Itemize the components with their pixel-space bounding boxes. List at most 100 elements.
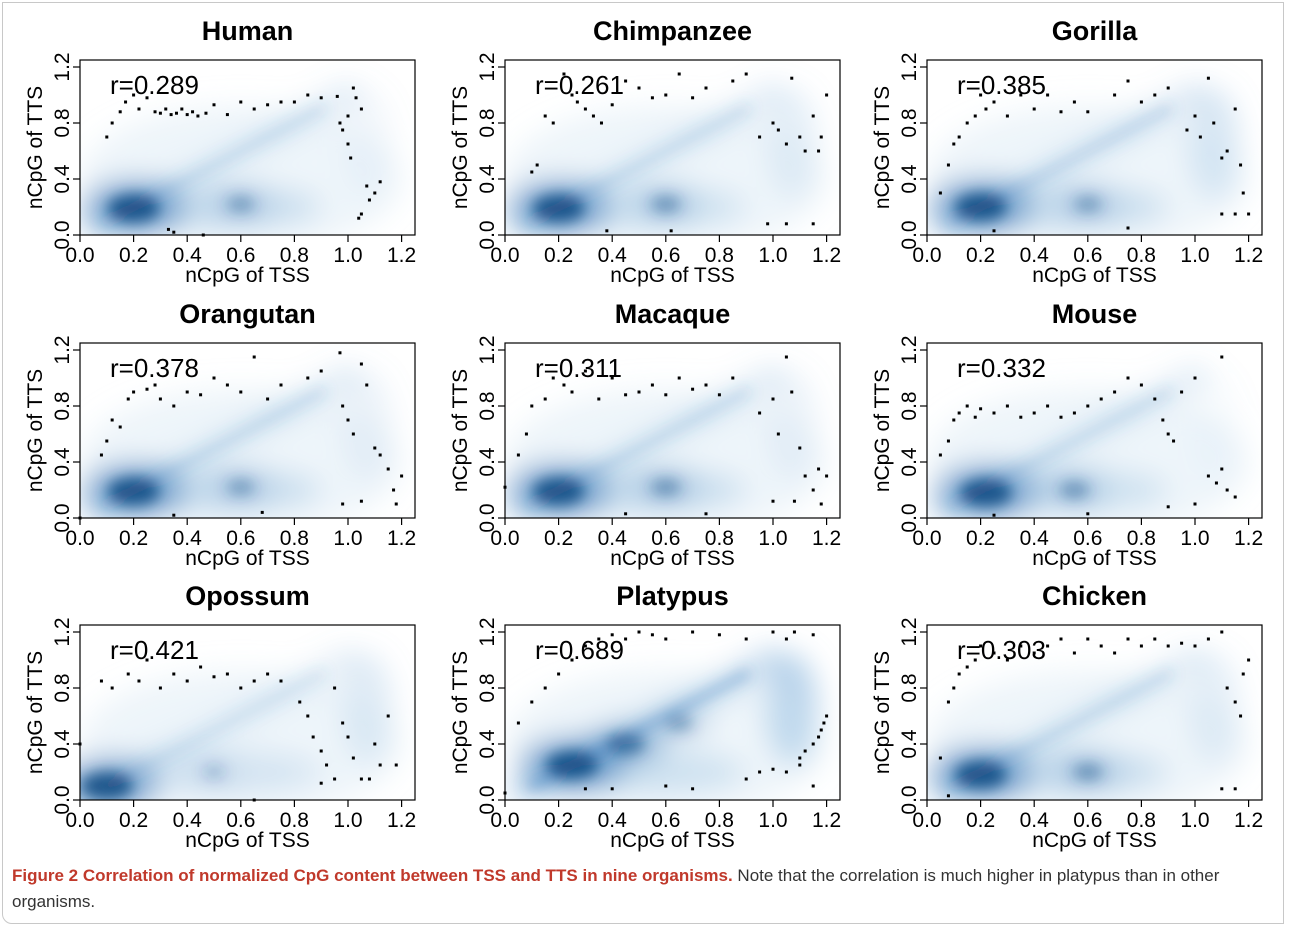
outlier-point (798, 446, 802, 450)
y-tick-label: 0.0 (898, 220, 921, 249)
density-layer (80, 60, 415, 235)
y-axis-label: nCpG of TTS (449, 651, 472, 774)
outlier-point (158, 111, 162, 115)
outlier-point (1241, 672, 1245, 676)
outlier-point (1005, 114, 1009, 118)
outlier-point (373, 191, 377, 195)
x-tick-label: 0.0 (65, 809, 94, 832)
outlier-point (992, 411, 996, 415)
outlier-point (1233, 700, 1237, 704)
outlier-point (819, 728, 823, 732)
outlier-point (172, 672, 176, 676)
outlier-point (717, 633, 721, 637)
outlier-point (543, 397, 547, 401)
outlier-point (1072, 411, 1076, 415)
outlier-point (704, 512, 708, 516)
x-tick-label: 0.8 (280, 527, 309, 550)
outlier-point (319, 781, 323, 785)
outlier-point (979, 644, 983, 648)
outlier-point (266, 672, 270, 676)
x-tick-label: 1.2 (1234, 809, 1263, 832)
outlier-point (341, 404, 345, 408)
plot-frame (504, 624, 841, 801)
outlier-point (1220, 630, 1224, 634)
outlier-point (145, 658, 149, 662)
outlier-point (1233, 212, 1237, 216)
outlier-point (204, 111, 208, 115)
outlier-point (817, 467, 821, 471)
x-tick-label: 0.6 (651, 527, 680, 550)
outlier-point (973, 658, 977, 662)
outlier-point (359, 107, 363, 111)
outlier-point (825, 474, 829, 478)
caption-text: Note that the correlation is much higher… (12, 866, 1220, 911)
outlier-point (1247, 212, 1251, 216)
outlier-point (1046, 93, 1050, 97)
outlier-point (260, 510, 264, 514)
density-peak-core (606, 733, 645, 755)
y-tick-label: 0.8 (51, 108, 74, 137)
outlier-point (1206, 474, 1210, 478)
outlier-point (126, 672, 130, 676)
panel-orangutan: Orangutan r=0.378 0.0 0.2 0.4 0.6 0.8 1.0 1.2 0.0… (24, 299, 416, 570)
outlier-point (811, 633, 815, 637)
outlier-point (1153, 637, 1157, 641)
outlier-point (212, 376, 216, 380)
y-tick-label: 1.2 (476, 52, 499, 81)
outlier-point (1166, 505, 1170, 509)
outlier-point (610, 376, 614, 380)
outlier-point (717, 393, 721, 397)
panel-chimpanzee: Chimpanzee r=0.261 0.0 0.2 0.4 0.6 0.8 1.0 1.2 0.… (449, 16, 841, 287)
density-layer (505, 625, 840, 800)
outlier-point (650, 96, 654, 100)
outlier-point (1153, 397, 1157, 401)
panel-chicken: Chicken r=0.303 0.0 0.2 0.4 0.6 0.8 1.0 1.2 0.0 0.… (871, 581, 1263, 852)
x-tick-label: 1.0 (333, 244, 362, 267)
x-tick-label: 0.8 (705, 809, 734, 832)
outlier-point (957, 411, 961, 415)
outlier-point (158, 397, 162, 401)
x-tick-label: 0.2 (119, 244, 148, 267)
correlation-label: r=0.261 (535, 70, 624, 100)
outlier-point (349, 156, 353, 160)
density-layer (505, 343, 840, 518)
outlier-point (784, 355, 788, 359)
outlier-point (394, 763, 398, 767)
x-tick-label: 0.0 (490, 244, 519, 267)
outlier-point (306, 376, 310, 380)
x-tick-label: 1.2 (812, 527, 841, 550)
y-axis-label: nCpG of TTS (871, 651, 894, 774)
outlier-point (325, 763, 329, 767)
outlier-point (704, 86, 708, 90)
outlier-point (1166, 432, 1170, 436)
outlier-point (341, 502, 345, 506)
y-tick-label: 0.8 (476, 673, 499, 702)
outlier-point (1099, 644, 1103, 648)
x-tick-label: 0.2 (544, 809, 573, 832)
density-layer (80, 625, 415, 800)
outlier-point (1099, 397, 1103, 401)
panel-title: Macaque (615, 299, 731, 329)
outlier-point (784, 222, 788, 226)
outlier-point (279, 679, 283, 683)
plot-frame (504, 59, 841, 236)
outlier-point (164, 107, 168, 111)
panel-title: Mouse (1052, 299, 1138, 329)
density-peak-core (226, 196, 255, 213)
outlier-point (351, 756, 355, 760)
x-tick-label: 0.4 (1020, 527, 1050, 550)
x-axis-label: nCpG of TSS (1032, 547, 1157, 570)
outlier-point (1193, 376, 1197, 380)
y-tick-label: 0.0 (898, 785, 921, 814)
outlier-point (1225, 149, 1229, 153)
outlier-point (341, 128, 345, 132)
outlier-point (319, 96, 323, 100)
x-axis-label: nCpG of TSS (185, 829, 310, 852)
outlier-point (99, 679, 103, 683)
outlier-point (946, 163, 950, 167)
y-axis-label: nCpG of TTS (24, 86, 47, 209)
outlier-point (1241, 191, 1245, 195)
outlier-point (691, 630, 695, 634)
outlier-point (637, 390, 641, 394)
x-axis-label: nCpG of TSS (610, 264, 735, 287)
